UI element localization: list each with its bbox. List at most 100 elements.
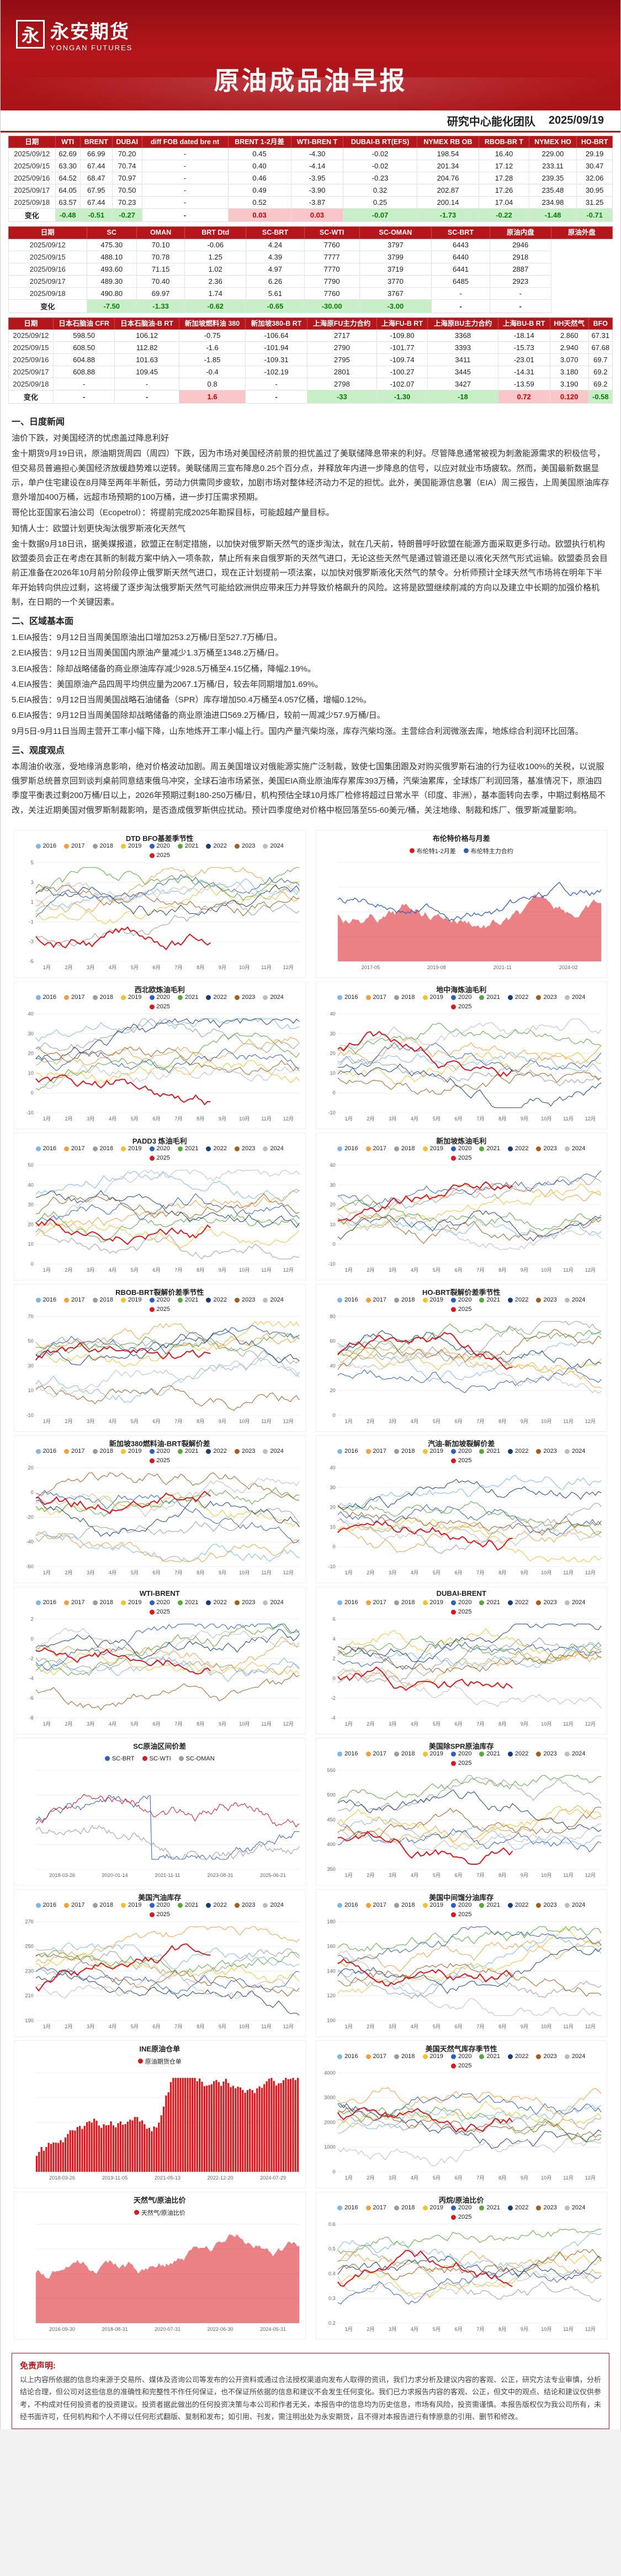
table-cell: 2887 [489, 262, 551, 276]
svg-text:10月: 10月 [239, 2024, 250, 2029]
svg-text:1月: 1月 [344, 1116, 352, 1122]
svg-text:1月: 1月 [344, 1419, 352, 1424]
section-heading-views: 三、观度观点 [12, 745, 65, 755]
table-cell: - [245, 378, 307, 391]
svg-text:30: 30 [330, 1485, 335, 1490]
chart-panel: 西北欧炼油毛利 2016 2017 2018 2019 2020 2021 2022 2023 2… [14, 981, 306, 1129]
table-cell: 7790 [304, 274, 360, 288]
chart-plot: 40 30 20 10 0 -10 1月 2月 3月 4月 5月 6月 7月 8月 9月 10月 11月 12月 [328, 1465, 602, 1575]
table-cell: 488.10 [86, 250, 137, 263]
report-page: 永 永安期货 YONGAN FUTURES 原油成品油早报 研究中心能化团队 2… [0, 0, 621, 2429]
change-cell: -0.65 [246, 299, 305, 313]
svg-text:5月: 5月 [432, 1116, 440, 1122]
svg-text:2月: 2月 [367, 1721, 374, 1727]
svg-text:6月: 6月 [454, 1267, 462, 1273]
legend-item: 2019 [121, 843, 142, 850]
svg-text:2025-06-21: 2025-06-21 [260, 1873, 286, 1878]
legend-item: 2025 [451, 1306, 471, 1313]
table-cell: 2790 [306, 341, 377, 355]
svg-text:-8: -8 [29, 1715, 34, 1721]
chart-title: 美国天然气库存季节性 [425, 2044, 497, 2053]
legend-item: 2016 [35, 994, 56, 1001]
row-date: 2025/09/18 [8, 196, 56, 209]
chart-title: 布伦特价格与月差 [432, 834, 490, 843]
chart-legend: 2016 2017 2018 2019 2020 2021 2022 2023 2024 2025 [316, 1145, 607, 1162]
legend-item: 2016 [337, 994, 358, 1001]
chart-legend: 2016 2017 2018 2019 2020 2021 2022 2023 2024 2025 [14, 1902, 305, 1918]
legend-item: 2023 [536, 1599, 557, 1606]
svg-text:30: 30 [330, 1031, 335, 1036]
table-cell: -0.23 [343, 172, 417, 185]
svg-text:2月: 2月 [367, 1873, 374, 1878]
column-header: DUBAI-B RT(EFS) [343, 135, 417, 149]
svg-text:3月: 3月 [389, 2024, 396, 2029]
table-cell: -101.77 [376, 341, 428, 355]
fundamental-item-5: 5.EIA报告：9月12日当周美国战略石油储备（SPR）库存增加50.4万桶至4… [12, 695, 371, 705]
change-label: 变化 [8, 390, 54, 404]
svg-text:11月: 11月 [261, 1419, 272, 1424]
column-header: 新加坡燃料油 380 [178, 317, 246, 330]
chart-panel: WTI-BRENT 2016 2017 2018 2019 2020 2021 2022 202… [14, 1586, 306, 1734]
svg-text:20: 20 [28, 1221, 34, 1227]
table-cell: - [141, 184, 229, 197]
svg-text:5月: 5月 [432, 2175, 440, 2181]
news-headline-1: 油价下跌，对美国经济的忧虑盖过降息利好 [12, 433, 169, 443]
svg-text:7月: 7月 [476, 1267, 484, 1273]
svg-text:9月: 9月 [520, 1267, 528, 1273]
legend-item: 2016 [35, 1145, 56, 1152]
legend-item: 2018 [92, 1599, 113, 1606]
legend-item: 2022 [507, 994, 528, 1001]
chart-plot: 70 50 30 10 -10 1月 2月 3月 4月 5月 6月 7月 8月 9月 10月 11月 12月 [26, 1314, 300, 1424]
legend-item: 2018 [92, 994, 113, 1001]
column-header: BRENT 1-2月差 [227, 135, 291, 149]
legend-item: 2019 [121, 1145, 142, 1152]
legend-item: 2024 [564, 1448, 585, 1455]
table-cell: 489.30 [86, 274, 137, 288]
svg-text:120: 120 [327, 1993, 335, 1998]
table-cell: 70.74 [112, 160, 142, 173]
legend-item: 2019 [121, 1448, 142, 1455]
svg-text:7月: 7月 [476, 1116, 484, 1122]
table-cell: 3719 [359, 262, 432, 276]
legend-item: 2024 [564, 1297, 585, 1304]
legend-item: 2018 [394, 2204, 415, 2212]
svg-text:2月: 2月 [65, 1419, 72, 1424]
svg-text:160: 160 [327, 1944, 335, 1949]
company-logo: 永 永安期货 YONGAN FUTURES [16, 17, 132, 52]
svg-text:4月: 4月 [410, 1570, 418, 1575]
legend-item: 2018 [394, 2053, 415, 2060]
fundamental-item-3: 3.EIA报告：除却战略储备的商业原油库存减少928.5万桶至4.15亿桶，降幅… [12, 664, 316, 674]
svg-text:0.5: 0.5 [328, 2246, 335, 2252]
legend-item: 2023 [536, 1750, 557, 1758]
legend-item: 2017 [365, 1750, 386, 1758]
svg-text:8月: 8月 [498, 1873, 506, 1878]
change-cell: -30.00 [304, 299, 360, 313]
chart-plot: 40 30 20 10 0 -10 1月 2月 3月 4月 5月 6月 7月 8月 9月 10月 11月 12月 [328, 1011, 602, 1122]
legend-item: 2023 [234, 1448, 255, 1455]
chart-legend: 原油期货仓单 [14, 2053, 305, 2070]
svg-text:-6: -6 [29, 1695, 34, 1701]
row-date: 2025/09/18 [8, 378, 54, 391]
column-header: 上海原BU主力合约 [427, 317, 498, 330]
legend-item: 2024 [564, 1599, 585, 1606]
chart-title: 天然气/原油比价 [133, 2196, 186, 2204]
change-row: 变化 -7.50 -1.33 -0.62 -0.65 -30.00 -3.00- - [8, 299, 613, 313]
svg-text:9月: 9月 [520, 1721, 528, 1727]
svg-text:4月: 4月 [109, 965, 116, 970]
table-cell: 70.20 [112, 147, 142, 161]
svg-text:6月: 6月 [454, 2326, 462, 2332]
sc-crude-table: 日期 SC OMAN BRT Dtd SC-BRT SC-WTI SC-OMAN SC-BRT… [8, 226, 613, 313]
table-cell: 204.76 [416, 172, 480, 185]
svg-text:4: 4 [332, 1636, 335, 1642]
svg-text:-4: -4 [331, 1715, 335, 1721]
chart-title: HO-BRT裂解价差季节性 [422, 1288, 501, 1297]
legend-item: 2025 [149, 1003, 170, 1011]
table-cell: 69.2 [588, 378, 613, 391]
svg-text:10月: 10月 [239, 965, 250, 970]
svg-text:4月: 4月 [410, 2024, 418, 2029]
svg-text:30: 30 [28, 1202, 34, 1208]
legend-item: 2018 [394, 1599, 415, 1606]
legend-item: 2017 [64, 994, 85, 1001]
svg-text:8月: 8月 [498, 2326, 506, 2332]
svg-text:40: 40 [330, 1011, 335, 1017]
